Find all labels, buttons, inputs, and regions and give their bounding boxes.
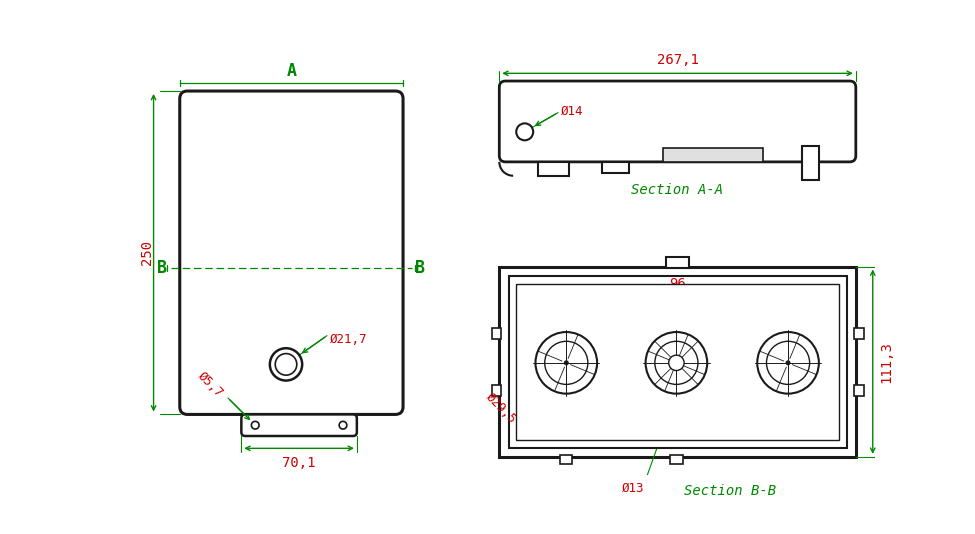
- Circle shape: [669, 355, 684, 371]
- Circle shape: [645, 332, 707, 394]
- Bar: [491, 385, 501, 396]
- Circle shape: [758, 332, 819, 394]
- Circle shape: [545, 341, 588, 384]
- Text: B: B: [415, 259, 425, 277]
- Bar: [854, 385, 864, 396]
- Bar: [801, 146, 819, 179]
- FancyBboxPatch shape: [499, 81, 856, 162]
- Bar: [499, 266, 856, 457]
- Bar: [602, 162, 629, 172]
- Bar: [509, 276, 846, 447]
- Circle shape: [275, 354, 296, 375]
- Circle shape: [339, 421, 347, 429]
- Bar: [538, 162, 568, 176]
- Circle shape: [516, 123, 533, 140]
- Circle shape: [766, 341, 809, 384]
- Text: @taepo.com: @taepo.com: [585, 321, 742, 345]
- Text: Section B-B: Section B-B: [684, 484, 776, 498]
- Circle shape: [565, 361, 568, 365]
- Text: Ø21,7: Ø21,7: [331, 333, 368, 345]
- Text: A: A: [287, 62, 296, 80]
- Text: 111,3: 111,3: [878, 341, 893, 383]
- Circle shape: [675, 361, 679, 365]
- Bar: [663, 148, 763, 162]
- Circle shape: [270, 348, 302, 381]
- Text: Section A-A: Section A-A: [632, 184, 723, 198]
- Text: Ø5,7: Ø5,7: [195, 370, 225, 400]
- Text: 96: 96: [669, 277, 685, 291]
- Text: 70,1: 70,1: [283, 456, 316, 470]
- Circle shape: [535, 332, 597, 394]
- Text: Ø29,5: Ø29,5: [484, 391, 519, 426]
- Bar: [560, 456, 572, 465]
- Text: 250: 250: [140, 240, 154, 265]
- Circle shape: [786, 361, 790, 365]
- Bar: [854, 328, 864, 339]
- Text: Ø13: Ø13: [622, 482, 644, 494]
- Circle shape: [252, 421, 259, 429]
- FancyBboxPatch shape: [179, 91, 403, 414]
- FancyBboxPatch shape: [242, 414, 357, 436]
- Bar: [491, 328, 501, 339]
- Bar: [670, 456, 682, 465]
- Text: @taepo.com: @taepo.com: [212, 206, 369, 230]
- Text: Ø14: Ø14: [562, 105, 584, 117]
- Bar: [516, 284, 838, 440]
- Circle shape: [655, 341, 698, 384]
- Bar: [666, 257, 689, 268]
- Text: 267,1: 267,1: [656, 53, 698, 67]
- Text: B: B: [157, 259, 168, 277]
